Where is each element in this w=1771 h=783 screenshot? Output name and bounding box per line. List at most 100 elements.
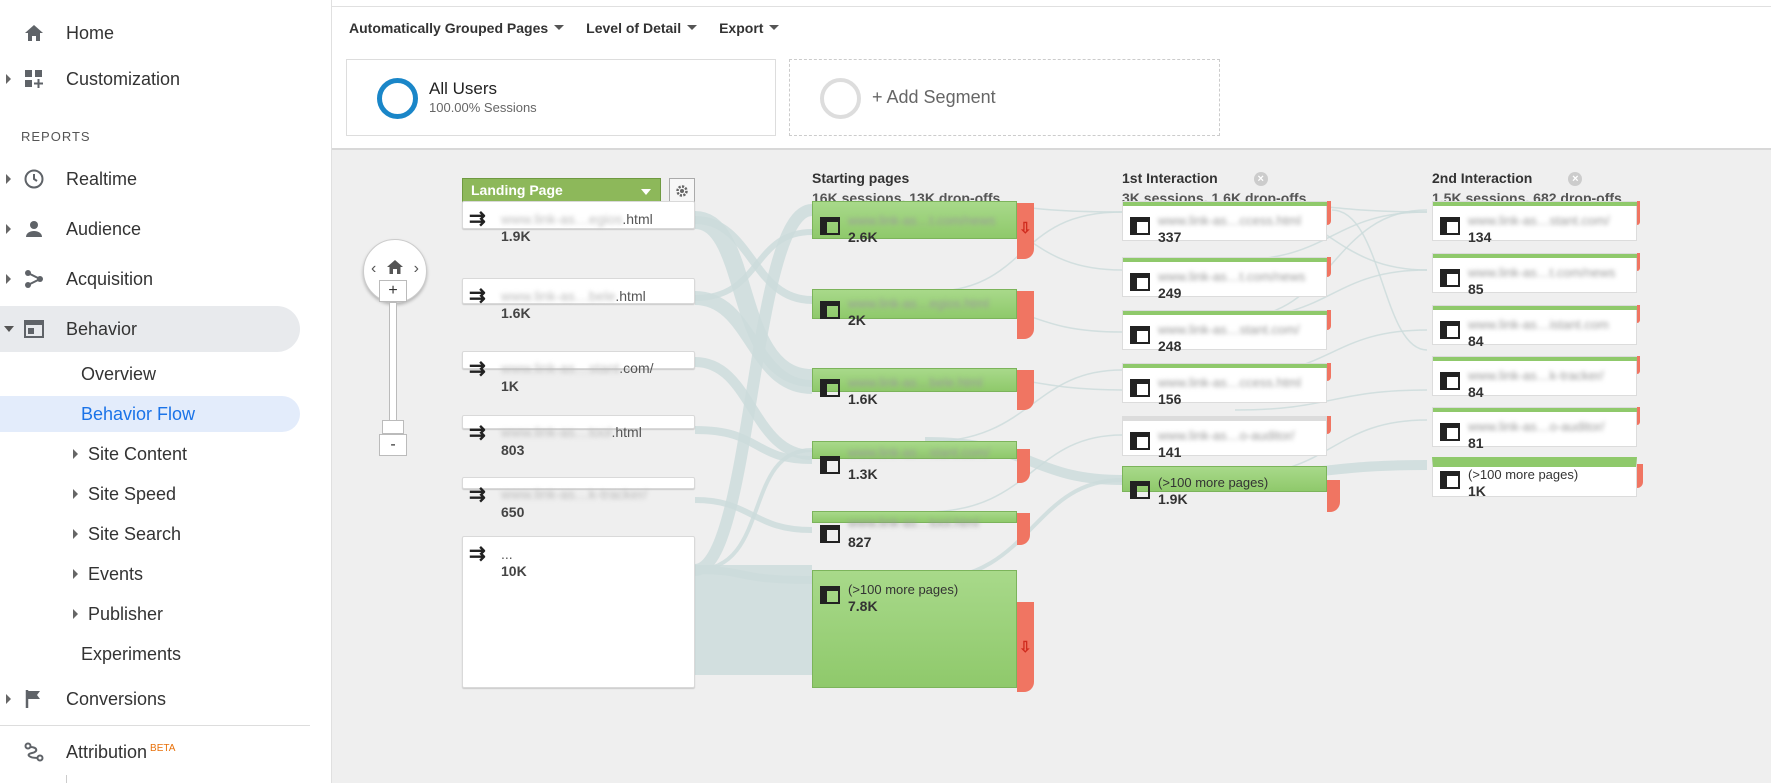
landing-node-prefix: www.link-as…bele — [501, 288, 616, 304]
landing-node-more[interactable]: ⇉ ... 10K — [462, 536, 695, 688]
drop-off-bar[interactable] — [1637, 305, 1640, 323]
add-segment-button[interactable]: + Add Segment — [789, 59, 1220, 136]
nav-behavior-overview[interactable]: Overview — [0, 356, 300, 392]
beta-badge: BETA — [150, 742, 176, 754]
starting-page-node[interactable]: www.link-as…egios.html 2K — [812, 289, 1017, 328]
nav-site-speed[interactable]: Site Speed — [0, 476, 300, 512]
close-icon[interactable]: × — [1568, 172, 1583, 187]
drop-off-bar[interactable] — [1637, 356, 1640, 374]
interaction-node-more[interactable]: (>100 more pages) 1.9K — [1122, 466, 1327, 507]
page-icon — [820, 456, 840, 474]
interaction-node-more[interactable]: (>100 more pages) 1K — [1432, 457, 1637, 499]
landing-node[interactable]: ⇉ www.link-as…bele.html 1.6K — [462, 278, 695, 321]
nav-conversions[interactable]: Conversions — [0, 676, 300, 722]
interaction-node[interactable]: www.link-as…stant.com/ 134 — [1432, 201, 1638, 245]
drop-off-bar[interactable] — [1017, 513, 1030, 545]
starting-page-node[interactable]: www.link-as…t.com/news 2.6K — [812, 201, 1017, 245]
nav-site-content-label: Site Content — [88, 443, 188, 464]
drop-off-bar[interactable] — [1637, 407, 1640, 425]
dropdown-arrow-icon — [687, 25, 698, 30]
page-node-value: 156 — [1158, 391, 1182, 407]
nav-site-content[interactable]: Site Content — [0, 436, 300, 472]
nav-site-search-label: Site Search — [88, 523, 182, 544]
drop-off-bar[interactable] — [1327, 363, 1331, 381]
nav-customization[interactable]: Customization — [0, 56, 300, 102]
nav-attribution[interactable]: Attribution BETA — [0, 729, 300, 775]
landing-page-dropdown[interactable]: Landing Page — [462, 178, 661, 203]
nav-events[interactable]: Events — [0, 556, 300, 592]
nav-acquisition[interactable]: Acquisition — [0, 256, 300, 302]
starting-page-node[interactable]: www.link-as…tool.html 827 — [812, 511, 1017, 550]
close-icon[interactable]: × — [1253, 172, 1268, 187]
nav-behavior-flow[interactable]: Behavior Flow — [0, 396, 300, 432]
starting-page-node[interactable]: www.link-as…stant.com/ 1.3K — [812, 441, 1017, 482]
home-icon — [22, 21, 46, 45]
level-of-detail-dropdown[interactable]: Level of Detail — [586, 20, 698, 36]
page-icon — [1130, 326, 1150, 344]
starting-page-node-more[interactable]: (>100 more pages) 7.8K — [812, 570, 1017, 688]
zoom-slider-thumb[interactable] — [382, 420, 404, 434]
landing-node[interactable]: ⇉ www.link-as…tool.html 803 — [462, 415, 695, 458]
home-icon[interactable] — [386, 259, 404, 280]
landing-node[interactable]: ⇉ www.link-as…stant.com/ 1K — [462, 351, 695, 394]
drop-off-bar[interactable] — [1017, 291, 1034, 339]
page-node-value: 2K — [848, 312, 866, 328]
page-node-name: www.link-as…stant.com/ — [1158, 322, 1300, 337]
page-node-value: 84 — [1468, 384, 1484, 400]
settings-gear-button[interactable] — [669, 178, 695, 204]
page-node-name: www.link-as…stant.com/ — [848, 445, 990, 460]
export-dropdown[interactable]: Export — [719, 20, 780, 36]
interaction-node[interactable]: www.link-as…ccess.html 156 — [1122, 363, 1328, 407]
pan-left-icon[interactable]: ‹ — [371, 260, 377, 277]
page-node-name: www.link-as…istant.com — [1468, 317, 1609, 332]
nav-attribution-label: Attribution — [66, 741, 148, 762]
nav-home[interactable]: Home — [0, 10, 300, 56]
drop-off-bar[interactable] — [1327, 416, 1331, 434]
drop-off-bar[interactable] — [1637, 464, 1643, 488]
drop-off-bar[interactable] — [1327, 201, 1331, 225]
nav-publisher[interactable]: Publisher — [0, 596, 300, 632]
pan-right-icon[interactable]: › — [413, 260, 419, 277]
nav-realtime[interactable]: Realtime — [0, 156, 300, 202]
nav-site-search[interactable]: Site Search — [0, 516, 300, 552]
sidebar-scroll-edge — [66, 775, 67, 783]
segment-all-users[interactable]: All Users 100.00% Sessions — [346, 59, 776, 136]
page-node-name: www.link-as…t.com/news — [1468, 265, 1616, 280]
nav-experiments[interactable]: Experiments — [0, 636, 300, 672]
report-toolbar: Automatically Grouped Pages Level of Det… — [332, 6, 1771, 48]
nav-audience[interactable]: Audience — [0, 206, 300, 252]
node-fill-bar — [1433, 408, 1638, 412]
drop-off-bar[interactable]: ⇩ — [1017, 602, 1034, 692]
drop-off-bar[interactable] — [1327, 310, 1331, 330]
zoom-in-button[interactable]: + — [379, 280, 407, 302]
nav-behavior[interactable]: Behavior — [0, 306, 300, 352]
drop-off-bar[interactable] — [1637, 201, 1640, 225]
landing-node-value: 1.6K — [501, 305, 531, 321]
drop-off-bar[interactable]: ⇩ — [1017, 203, 1034, 259]
grouped-pages-dropdown[interactable]: Automatically Grouped Pages — [349, 20, 565, 36]
nav-home-label: Home — [66, 22, 115, 43]
landing-node[interactable]: ⇉ www.link-as…egios.html 1.9K — [462, 201, 695, 244]
landing-node-value: 1.9K — [501, 228, 531, 244]
interaction-node[interactable]: www.link-as…t.com/news 249 — [1122, 257, 1328, 301]
drop-off-bar[interactable] — [1017, 370, 1034, 410]
behavior-flow-canvas[interactable]: ‹ › + - Landing Page ⇉ www.link-as…egios… — [332, 148, 1771, 783]
interaction-node[interactable]: www.link-as…ccess.html 337 — [1122, 201, 1328, 245]
drop-off-bar[interactable] — [1637, 253, 1640, 271]
landing-node[interactable]: ⇉ www.link-as…k-tracker/ 650 — [462, 477, 695, 520]
interaction-node[interactable]: www.link-as…istant.com 84 — [1432, 305, 1638, 349]
dropdown-arrow-icon — [769, 25, 780, 30]
zoom-out-button[interactable]: - — [379, 434, 407, 456]
interaction-node[interactable]: www.link-as…o-auditor/ 81 — [1432, 407, 1638, 451]
starting-page-node[interactable]: www.link-as…bele.html 1.6K — [812, 368, 1017, 407]
landing-node-suffix: .html — [622, 211, 653, 227]
interaction-node[interactable]: www.link-as…t.com/news 85 — [1432, 253, 1638, 297]
interaction-node[interactable]: www.link-as…k-tracker/ 84 — [1432, 356, 1638, 400]
interaction-node[interactable]: www.link-as…stant.com/ 248 — [1122, 310, 1328, 354]
drop-off-bar[interactable] — [1327, 480, 1340, 512]
page-node-name: www.link-as…stant.com/ — [1468, 213, 1610, 228]
interaction-node[interactable]: www.link-as…o-auditor/ 141 — [1122, 416, 1328, 460]
page-icon — [820, 586, 840, 604]
drop-off-bar[interactable] — [1017, 449, 1030, 483]
drop-off-bar[interactable] — [1327, 257, 1331, 277]
